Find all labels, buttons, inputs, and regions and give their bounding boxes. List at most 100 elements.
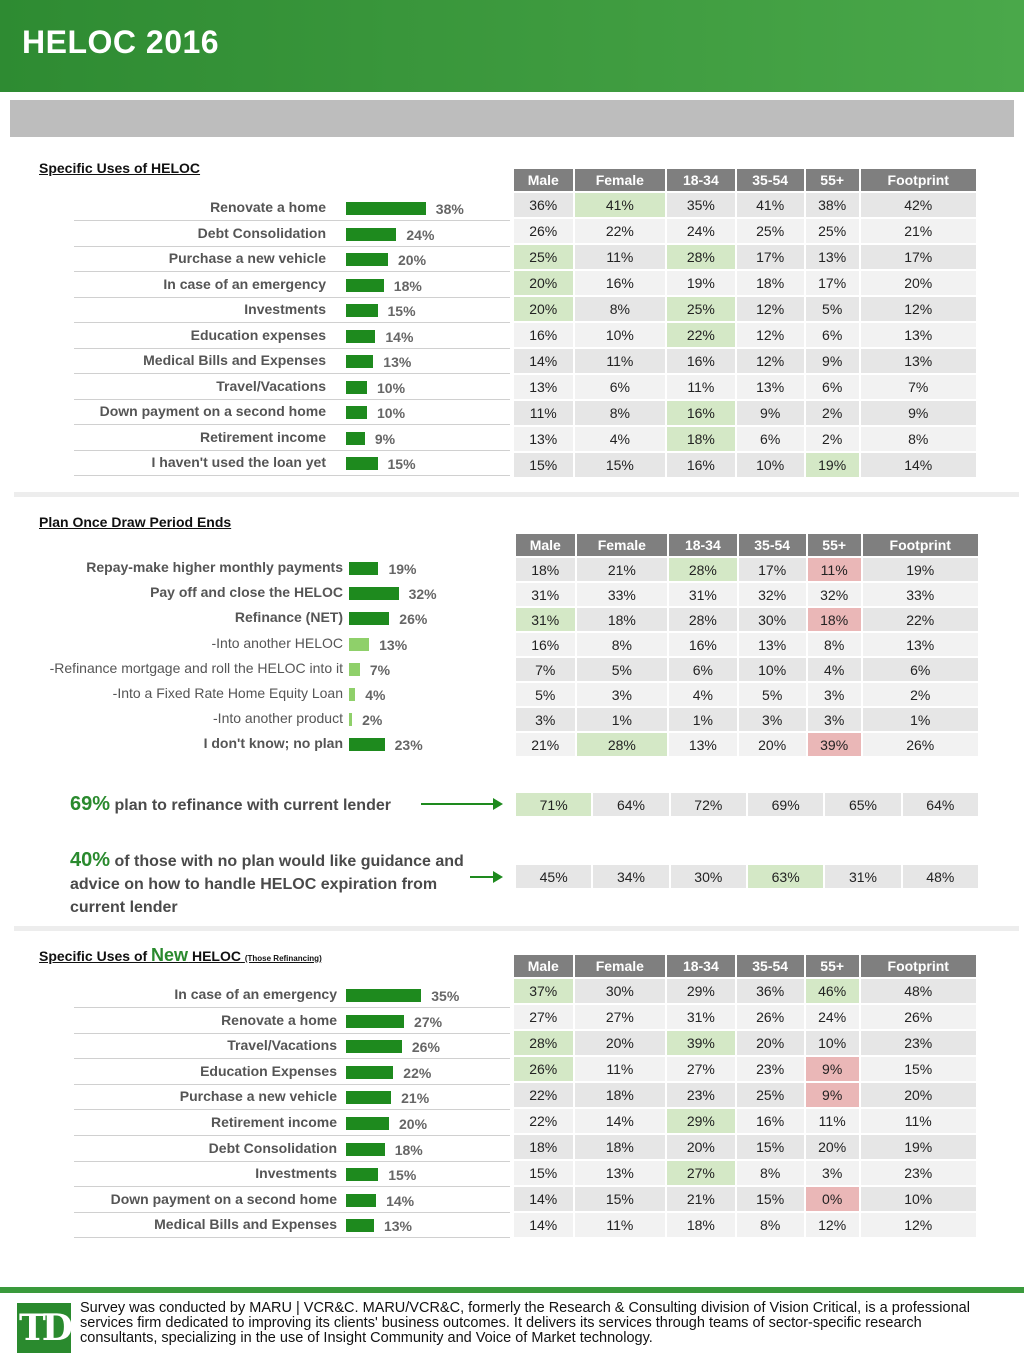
column-header: 35-54 xyxy=(738,534,806,556)
table-cell: 28% xyxy=(667,245,735,269)
table-cell: 37% xyxy=(514,979,573,1003)
section3-title-pre: Specific Uses of xyxy=(39,948,152,964)
bar xyxy=(346,1219,374,1233)
bar-label: Investments xyxy=(244,301,326,317)
row-separator xyxy=(74,1007,510,1008)
bar-row: Pay off and close the HELOC 32% xyxy=(10,580,510,606)
bar-value-label: 18% xyxy=(393,277,422,294)
table-cell: 27% xyxy=(574,1005,666,1029)
footer-disclaimer: Survey was conducted by MARU | VCR&C. MA… xyxy=(80,1300,970,1346)
table-cell: 38% xyxy=(805,193,859,217)
table-cell: 13% xyxy=(669,733,737,756)
table-cell: 20% xyxy=(805,1135,859,1159)
bar-label: Renovate a home xyxy=(210,199,326,215)
section3-title: Specific Uses of New HELOC (Those Refina… xyxy=(39,945,322,966)
table-cell: 69% xyxy=(747,793,824,816)
table-cell: 14% xyxy=(574,1109,666,1133)
bar xyxy=(346,329,376,343)
bar-value-label: 26% xyxy=(411,1039,440,1056)
table-cell: 8% xyxy=(574,401,666,425)
callout-refinance: 69% plan to refinance with current lende… xyxy=(70,793,450,817)
table-cell: 31% xyxy=(669,583,737,606)
table-cell: 5% xyxy=(576,658,668,681)
table-cell: 29% xyxy=(667,1109,735,1133)
table-row: 3% 1% 1% 3% 3% 1% xyxy=(516,708,978,731)
bar-label: Debt Consolidation xyxy=(197,224,326,241)
bar-row: Investments 15% xyxy=(74,297,510,323)
column-header: Footprint xyxy=(860,169,976,191)
bar-value-label: 15% xyxy=(388,1167,417,1184)
row-separator xyxy=(74,1160,510,1162)
column-header: Female xyxy=(574,955,666,977)
table-cell: 21% xyxy=(516,733,575,756)
row-separator xyxy=(74,347,510,349)
table-cell: 45% xyxy=(516,865,592,888)
table-cell: 31% xyxy=(516,608,575,631)
table-cell: 20% xyxy=(738,733,806,756)
bar xyxy=(349,738,385,752)
bar-label: -Refinance mortgage and roll the HELOC i… xyxy=(49,659,343,676)
bar xyxy=(346,1117,389,1130)
bar-label: In case of an emergency xyxy=(163,275,326,292)
row-separator xyxy=(74,1211,510,1213)
table-cell: 6% xyxy=(805,323,859,347)
bar-row: Renovate a home 38% xyxy=(74,195,510,221)
table-cell: 36% xyxy=(736,979,804,1003)
bar xyxy=(349,612,390,626)
table-cell: 8% xyxy=(807,633,861,656)
table-cell: 13% xyxy=(738,633,806,656)
bar xyxy=(346,1091,392,1105)
bar-row: Down payment on a second home 10% xyxy=(74,399,510,425)
column-header: Female xyxy=(576,534,668,556)
table-cell: 14% xyxy=(514,349,573,373)
bar-row: In case of an emergency 35% xyxy=(74,982,510,1008)
table-cell: 24% xyxy=(667,219,735,243)
table-cell: 30% xyxy=(670,865,746,888)
column-header: 35-54 xyxy=(736,955,804,977)
table-cell: 25% xyxy=(736,219,804,243)
table-row: 15% 15% 16% 10% 19% 14% xyxy=(514,453,976,477)
column-header: 35-54 xyxy=(736,169,804,191)
table-cell: 13% xyxy=(805,245,859,269)
table-cell: 22% xyxy=(574,219,666,243)
table-cell: 9% xyxy=(805,349,859,373)
table-cell: 20% xyxy=(667,1135,735,1159)
bar-value-label: 24% xyxy=(406,226,435,243)
bar-value-label: 38% xyxy=(435,201,464,217)
table-cell: 8% xyxy=(736,1161,804,1185)
table-row: 71% 64% 72% 69% 65% 64% xyxy=(516,793,978,816)
arrow-right-icon xyxy=(470,871,503,883)
bar xyxy=(346,278,384,292)
table-cell: 4% xyxy=(574,427,666,451)
table-cell: 3% xyxy=(516,708,575,731)
bar-row: In case of an emergency 18% xyxy=(74,272,510,298)
table-cell: 13% xyxy=(574,1161,666,1185)
table-cell: 17% xyxy=(805,271,859,295)
bar-row: Renovate a home 27% xyxy=(74,1008,510,1034)
table-row: 25% 11% 28% 17% 13% 17% xyxy=(514,245,976,269)
table-cell: 25% xyxy=(514,245,573,269)
bar-label: In case of an emergency xyxy=(174,986,337,1002)
table-cell: 6% xyxy=(669,658,737,681)
column-header: Male xyxy=(514,169,573,191)
bar-row: Refinance (NET) 26% xyxy=(10,605,510,631)
bar-row: I haven't used the loan yet 15% xyxy=(74,450,510,476)
column-header: Male xyxy=(516,534,575,556)
table-cell: 3% xyxy=(738,708,806,731)
table-cell: 22% xyxy=(862,608,978,631)
table-cell: 18% xyxy=(574,1135,666,1159)
table-cell: 20% xyxy=(736,1031,804,1055)
row-separator xyxy=(74,1186,510,1188)
table-cell: 16% xyxy=(667,401,735,425)
bar xyxy=(346,431,365,445)
bar-label: I haven't used the loan yet xyxy=(151,454,326,470)
bar xyxy=(346,227,397,241)
table-cell: 8% xyxy=(736,1213,804,1237)
table-cell: 16% xyxy=(514,323,573,347)
table-cell: 3% xyxy=(807,683,861,706)
table-cell: 30% xyxy=(738,608,806,631)
table-cell: 46% xyxy=(805,979,859,1003)
bar-row: -Into another product 2% xyxy=(10,706,510,732)
table-cell: 11% xyxy=(574,1213,666,1237)
bar-label: -Into a Fixed Rate Home Equity Loan xyxy=(112,685,343,701)
